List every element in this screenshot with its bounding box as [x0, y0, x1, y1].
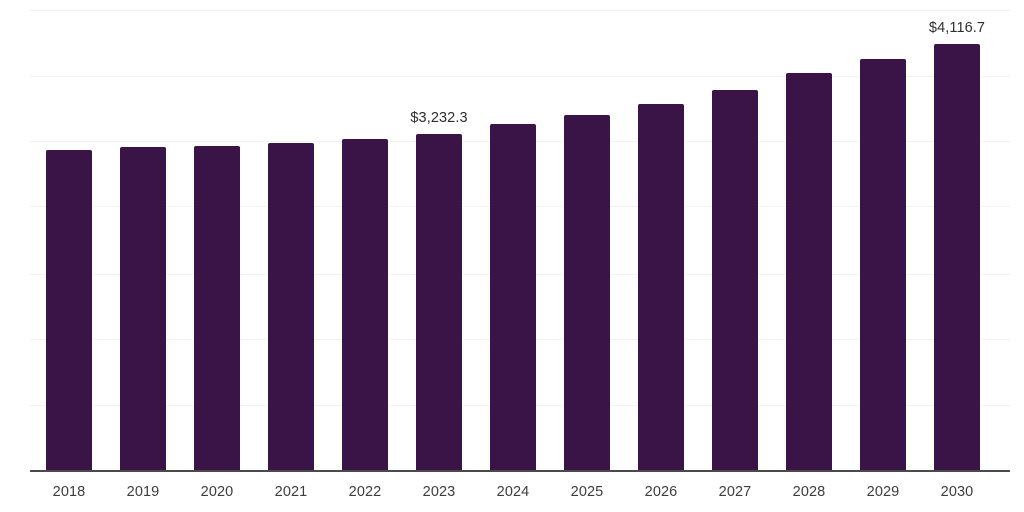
bar-2024[interactable] — [490, 124, 536, 470]
x-tick-label-2021: 2021 — [274, 484, 308, 500]
bar-value-label-2023: $3,232.3 — [410, 110, 468, 126]
bar-2021[interactable] — [268, 143, 314, 470]
bar-2023[interactable] — [416, 134, 462, 470]
bar-group-2024[interactable] — [476, 0, 550, 470]
bar-group-2021[interactable] — [254, 0, 328, 470]
bar-2029[interactable] — [860, 59, 906, 470]
x-tick-label-2027: 2027 — [718, 484, 752, 500]
x-tick-label-2029: 2029 — [866, 484, 900, 500]
x-axis-tick-labels: 2018 2019 2020 2021 2022 2023 2024 2025 2026 2027… — [0, 470, 1024, 512]
bar-2019[interactable] — [120, 147, 166, 470]
x-tick-label-2018: 2018 — [52, 484, 86, 500]
x-tick-label-2030: 2030 — [940, 484, 974, 500]
bar-group-2026[interactable] — [624, 0, 698, 470]
bar-2022[interactable] — [342, 139, 388, 470]
bar-2026[interactable] — [638, 104, 684, 470]
bar-2028[interactable] — [786, 73, 832, 470]
plot-area: $3,232.3 $4,116.7 — [32, 0, 994, 470]
x-tick-label-2019: 2019 — [126, 484, 160, 500]
bar-group-2028[interactable] — [772, 0, 846, 470]
bar-group-2018[interactable] — [32, 0, 106, 470]
x-tick-label-2022: 2022 — [348, 484, 382, 500]
bar-2018[interactable] — [46, 150, 92, 470]
bar-group-2030[interactable]: $4,116.7 — [920, 0, 994, 470]
bar-2025[interactable] — [564, 115, 610, 470]
x-tick-label-2024: 2024 — [496, 484, 530, 500]
bar-2020[interactable] — [194, 146, 240, 470]
bar-group-2022[interactable] — [328, 0, 402, 470]
bar-group-2023[interactable]: $3,232.3 — [402, 0, 476, 470]
x-tick-label-2028: 2028 — [792, 484, 826, 500]
bar-group-2027[interactable] — [698, 0, 772, 470]
x-tick-label-2020: 2020 — [200, 484, 234, 500]
x-axis-line — [30, 470, 1010, 472]
bar-value-label-2030: $4,116.7 — [928, 20, 986, 36]
bar-2027[interactable] — [712, 90, 758, 470]
x-tick-label-2025: 2025 — [570, 484, 604, 500]
x-tick-label-2023: 2023 — [422, 484, 456, 500]
bar-group-2019[interactable] — [106, 0, 180, 470]
x-tick-label-2026: 2026 — [644, 484, 678, 500]
bar-group-2025[interactable] — [550, 0, 624, 470]
bar-group-2020[interactable] — [180, 0, 254, 470]
bar-2030[interactable] — [934, 44, 980, 470]
bar-group-2029[interactable] — [846, 0, 920, 470]
